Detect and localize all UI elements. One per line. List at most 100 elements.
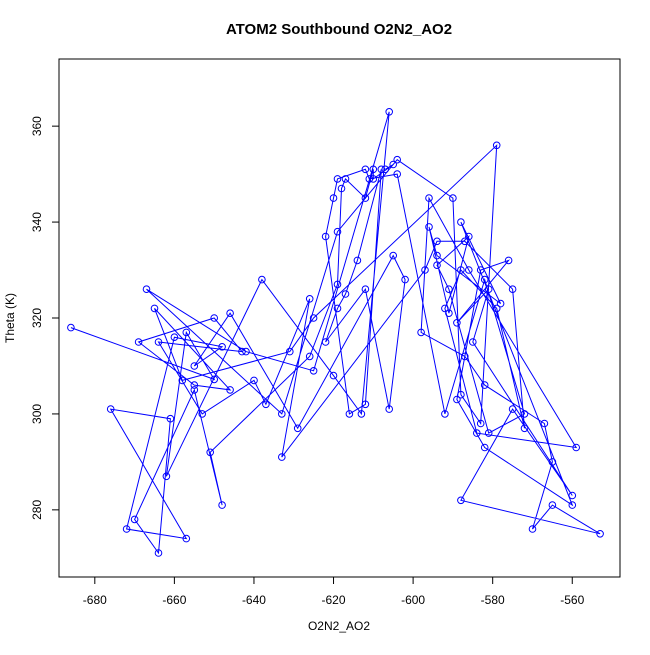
data-point bbox=[134, 338, 143, 346]
data-point bbox=[453, 395, 461, 404]
data-point bbox=[162, 472, 171, 481]
data-point bbox=[353, 256, 362, 265]
series-line bbox=[70, 111, 601, 555]
y-axis-label: Theta (K) bbox=[3, 293, 17, 343]
plot-frame bbox=[58, 58, 621, 578]
data-point bbox=[341, 290, 350, 298]
data-point bbox=[333, 227, 342, 236]
data-point bbox=[457, 390, 465, 399]
data-point bbox=[445, 309, 453, 318]
data-point bbox=[369, 175, 378, 183]
data-point bbox=[385, 405, 394, 413]
data-point bbox=[250, 376, 258, 385]
x-tick-label: -600 bbox=[401, 593, 425, 607]
data-point bbox=[389, 160, 398, 169]
data-point bbox=[309, 314, 318, 322]
data-point bbox=[170, 333, 179, 342]
data-point bbox=[142, 285, 151, 294]
data-point bbox=[548, 458, 557, 466]
data-point bbox=[106, 405, 115, 413]
data-point bbox=[484, 429, 493, 437]
data-point bbox=[278, 453, 286, 461]
data-point bbox=[520, 410, 529, 418]
data-point bbox=[449, 194, 457, 202]
data-point bbox=[210, 375, 218, 384]
data-point bbox=[190, 381, 199, 389]
data-point bbox=[508, 285, 517, 294]
data-point bbox=[469, 338, 477, 346]
data-point bbox=[572, 443, 581, 452]
data-point bbox=[345, 410, 354, 418]
data-point bbox=[365, 175, 374, 183]
data-point bbox=[361, 165, 370, 174]
data-point bbox=[433, 237, 441, 246]
data-point bbox=[528, 525, 537, 533]
data-point bbox=[150, 304, 159, 313]
data-point bbox=[520, 424, 529, 433]
data-point bbox=[218, 343, 226, 351]
data-point bbox=[476, 419, 485, 428]
x-axis-label: O2N2_AO2 bbox=[308, 619, 370, 633]
data-point bbox=[465, 266, 473, 274]
data-point bbox=[441, 410, 449, 418]
data-point bbox=[309, 367, 318, 375]
data-point bbox=[357, 410, 366, 418]
data-point bbox=[433, 251, 441, 260]
data-point bbox=[369, 165, 378, 174]
data-point bbox=[381, 165, 390, 174]
data-point bbox=[286, 347, 294, 356]
data-point bbox=[425, 223, 433, 231]
data-point bbox=[377, 165, 386, 174]
data-point bbox=[457, 496, 465, 505]
data-point bbox=[457, 266, 465, 274]
data-point bbox=[218, 501, 226, 509]
x-axis: -680 -660 -640 -620 -600 -580 -560 bbox=[83, 576, 585, 607]
data-point bbox=[337, 184, 346, 193]
data-point bbox=[210, 314, 218, 322]
data-point bbox=[130, 515, 139, 524]
data-point bbox=[465, 232, 473, 241]
data-point bbox=[305, 295, 314, 303]
data-point bbox=[178, 376, 187, 385]
data-point bbox=[226, 309, 234, 318]
data-point bbox=[596, 530, 604, 538]
data-point bbox=[421, 266, 429, 274]
data-point bbox=[198, 410, 206, 418]
x-tick-label: -680 bbox=[83, 593, 107, 607]
data-point bbox=[385, 108, 394, 116]
data-point bbox=[480, 443, 489, 452]
data-point bbox=[441, 304, 449, 313]
data-layer bbox=[67, 108, 604, 557]
data-point bbox=[433, 261, 441, 270]
data-point bbox=[473, 429, 481, 437]
y-tick-label: 340 bbox=[30, 212, 44, 232]
data-point bbox=[329, 371, 338, 380]
data-point bbox=[496, 299, 505, 308]
data-point bbox=[417, 328, 425, 337]
data-point bbox=[492, 304, 501, 313]
data-point bbox=[361, 285, 370, 294]
data-point bbox=[457, 218, 465, 226]
data-point bbox=[461, 352, 469, 361]
data-point bbox=[480, 381, 489, 389]
data-point bbox=[238, 347, 246, 356]
data-point bbox=[321, 338, 330, 346]
data-point bbox=[389, 251, 398, 260]
data-point bbox=[540, 419, 549, 428]
x-tick-label: -620 bbox=[322, 593, 346, 607]
data-point bbox=[504, 256, 513, 265]
data-point bbox=[67, 323, 75, 332]
data-point bbox=[262, 400, 270, 409]
data-point bbox=[154, 338, 163, 346]
data-point bbox=[333, 175, 342, 183]
data-point bbox=[476, 266, 485, 274]
data-point bbox=[242, 347, 250, 356]
y-tick-label: 360 bbox=[30, 116, 44, 136]
data-point bbox=[333, 280, 342, 289]
data-point bbox=[445, 285, 453, 294]
data-point bbox=[425, 194, 433, 202]
y-tick-label: 280 bbox=[30, 500, 44, 520]
data-point bbox=[182, 328, 191, 337]
data-point bbox=[329, 194, 338, 202]
